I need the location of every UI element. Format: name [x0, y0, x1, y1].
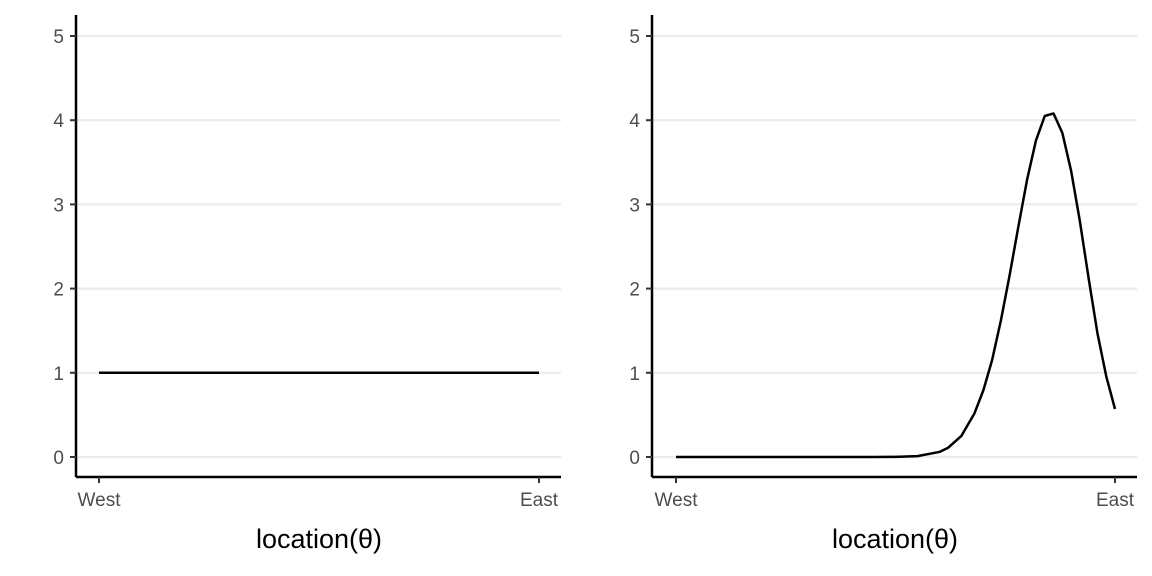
right-panel-axes — [650, 15, 1137, 479]
right-panel-y-tick-label-5: 5 — [629, 27, 640, 48]
right-panel-x-axis-title: location(θ) — [832, 524, 958, 554]
right-panel: 0 1 2 3 4 5 West East location(θ) — [629, 15, 1137, 554]
right-panel-y-tick-label-4: 4 — [629, 111, 640, 132]
left-panel-axes — [74, 15, 561, 479]
right-panel-x-tick-label-0: West — [655, 490, 699, 511]
left-panel: 0 1 2 3 4 5 West East location(θ) — [53, 15, 561, 554]
right-panel-x-ticks: West East — [655, 477, 1135, 511]
right-panel-x-tick-label-1: East — [1096, 490, 1135, 511]
right-panel-y-tick-label-2: 2 — [629, 280, 640, 301]
left-panel-x-axis-title: location(θ) — [256, 524, 382, 554]
right-panel-y-tick-label-3: 3 — [629, 195, 640, 216]
left-panel-y-ticks: 0 1 2 3 4 5 — [53, 27, 76, 469]
left-panel-grid — [76, 34, 561, 459]
left-panel-y-tick-label-1: 1 — [53, 364, 64, 385]
left-panel-x-ticks: West East — [78, 477, 559, 511]
right-panel-series — [676, 112, 1117, 459]
right-panel-y-tick-label-1: 1 — [629, 364, 640, 385]
left-panel-y-tick-label-4: 4 — [53, 111, 64, 132]
left-panel-y-tick-label-5: 5 — [53, 27, 64, 48]
right-panel-y-ticks: 0 1 2 3 4 5 — [629, 27, 652, 469]
right-panel-series-line-0 — [676, 112, 1117, 459]
left-panel-y-tick-label-3: 3 — [53, 195, 64, 216]
left-panel-x-tick-label-1: East — [520, 490, 559, 511]
left-panel-x-tick-label-0: West — [78, 490, 122, 511]
left-panel-y-tick-label-2: 2 — [53, 280, 64, 301]
right-panel-y-tick-label-0: 0 — [629, 448, 640, 469]
left-panel-y-tick-label-0: 0 — [53, 448, 64, 469]
right-panel-grid — [652, 34, 1137, 459]
